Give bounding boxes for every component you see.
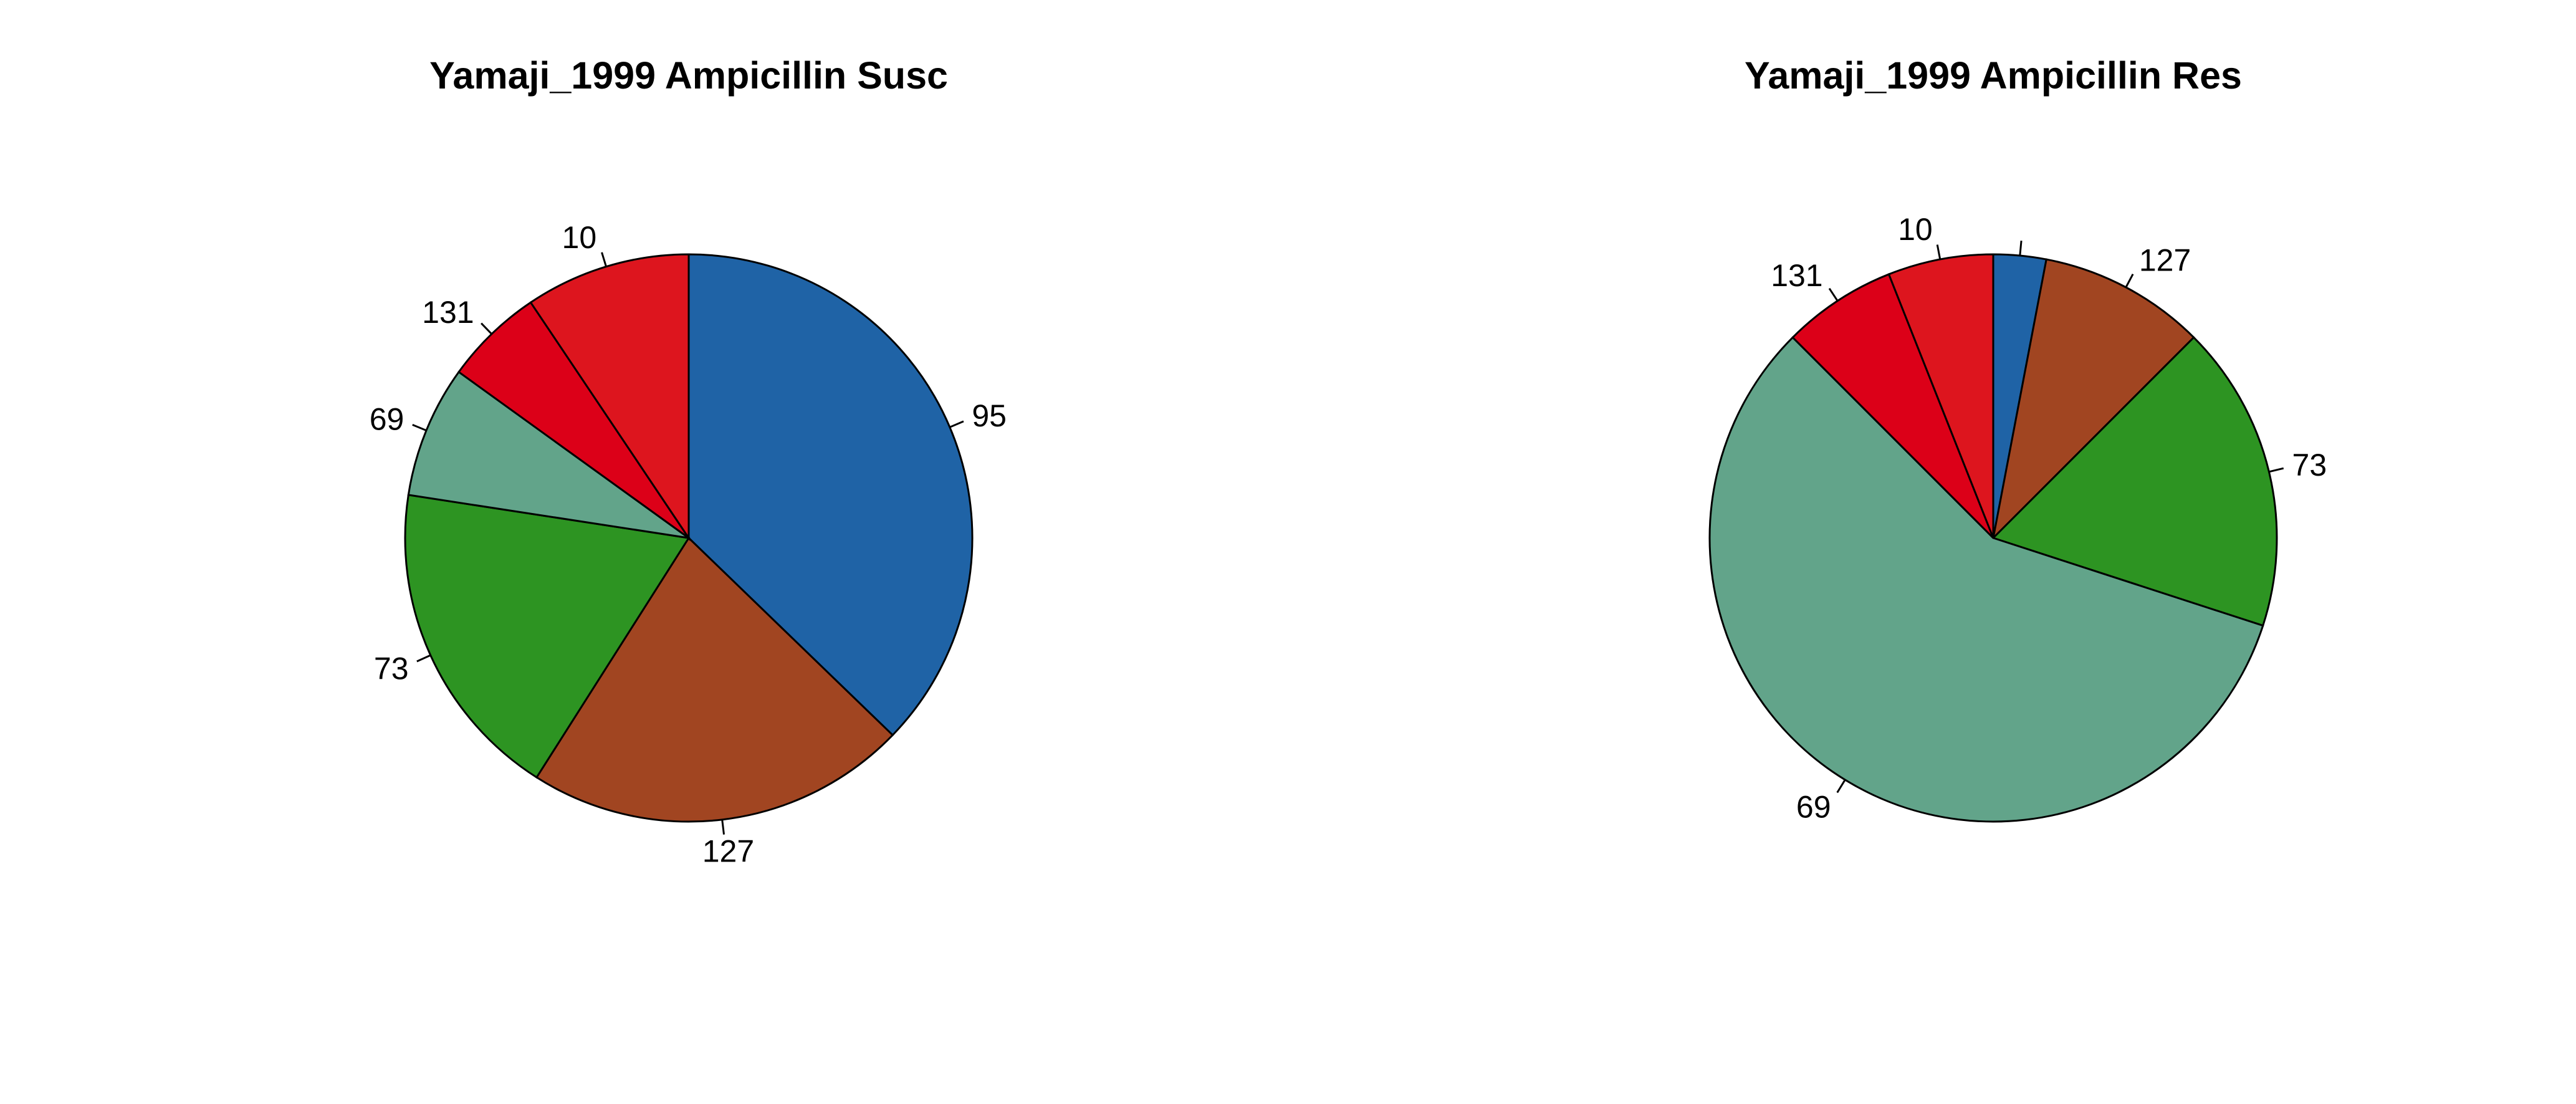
pie-tick-susceptible-10 (601, 252, 607, 267)
pie-tick-susceptible-73 (416, 654, 431, 663)
pie-slice-susceptible-95 (687, 253, 974, 737)
pie-slice-resistant-73 (1991, 336, 2278, 627)
pie-chart-susceptible: Yamaji_1999 Ampicillin Susc 95 127 73 69 131… (370, 54, 1007, 868)
pie-label-resistant-10: 10 (1898, 212, 1933, 247)
pie-label-resistant-127: 127 (2139, 243, 2191, 278)
pie-label-susceptible-95: 95 (972, 398, 1007, 433)
pie-tick-resistant-69 (1836, 779, 1846, 794)
pie-label-susceptible-73: 73 (374, 651, 409, 686)
pie-label-susceptible-127: 127 (702, 833, 754, 868)
pie-label-resistant-69: 69 (1796, 790, 1831, 825)
pie-label-susceptible-69: 69 (370, 402, 405, 437)
pie-slice-resistant-127 (1991, 258, 2195, 541)
pie-slices-resistant (1708, 253, 2278, 823)
chart-title-resistant: Yamaji_1999 Ampicillin Res (1745, 54, 2242, 97)
pie-tick-resistant-unlabeled (2019, 240, 2023, 256)
chart-title-susceptible: Yamaji_1999 Ampicillin Susc (429, 54, 948, 97)
pie-label-susceptible-131: 131 (422, 295, 474, 330)
pie-tick-resistant-131 (1828, 287, 1839, 302)
pie-slice-resistant-131 (1791, 273, 1994, 539)
pie-tick-resistant-10 (1936, 244, 1942, 260)
pie-tick-resistant-73 (2269, 467, 2284, 473)
pie-label-resistant-131: 131 (1771, 258, 1822, 293)
pie-labels-susceptible: 95 127 73 69 131 10 (370, 220, 1007, 869)
pie-tick-susceptible-69 (412, 424, 427, 431)
pie-slice-resistant-69 (1708, 336, 2264, 823)
pie-slice-susceptible-69 (407, 370, 689, 539)
pie-chart-resistant: Yamaji_1999 Ampicillin Res 127 73 69 131 10 (1708, 54, 2327, 825)
pie-label-resistant-73: 73 (2292, 448, 2327, 482)
pie-tick-susceptible-131 (481, 322, 492, 335)
pie-tick-susceptible-95 (949, 420, 964, 428)
pie-labels-resistant: 127 73 69 131 10 (1771, 212, 2327, 825)
pie-tick-susceptible-127 (721, 819, 725, 835)
pie-label-susceptible-10: 10 (562, 220, 597, 255)
pie-slice-susceptible-127 (535, 536, 894, 823)
pie-tick-resistant-127 (2125, 273, 2134, 288)
pie-slices-susceptible (404, 253, 974, 823)
